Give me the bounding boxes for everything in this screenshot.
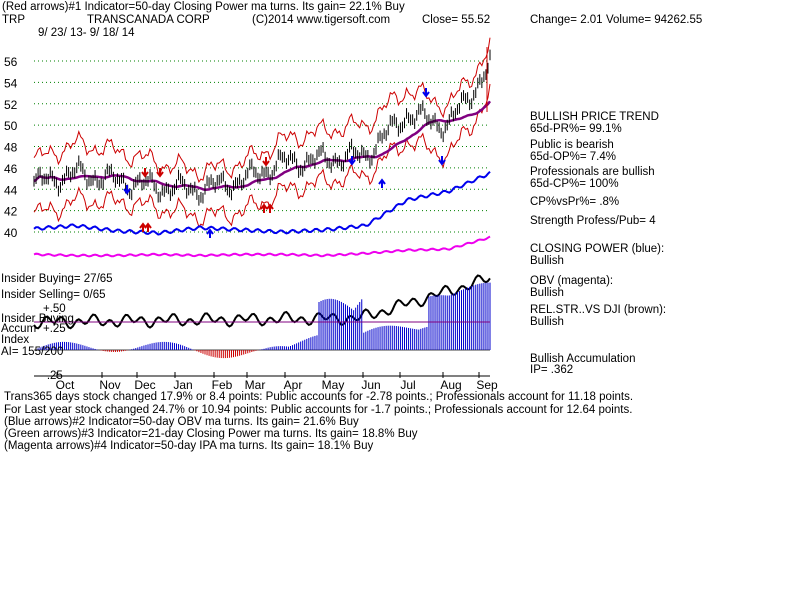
red-up-arrow-2 [144, 222, 152, 232]
obv-line [33, 235, 491, 258]
red-down-arrow-2 [156, 168, 164, 178]
ticker-symbol: TRP [2, 14, 25, 26]
ip-value: IP= .362 [530, 364, 574, 376]
cp-value: 65d-CP%= 100% [530, 178, 619, 190]
month-axis: Oct Nov Dec Jan Feb Mar Apr May Jun Jul Aug Sep [34, 372, 498, 392]
price-tick-50: 50 [4, 119, 18, 133]
ai-label: AI= 155/200 [1, 346, 64, 358]
close-value: Close= 55.52 [422, 14, 491, 26]
change-value: Change= 2.01 [530, 14, 603, 26]
price-tick-46: 46 [4, 162, 18, 176]
accum-plus25-label: +.25 [43, 323, 66, 335]
relstr-line [33, 274, 491, 330]
accumulation-histogram [34, 282, 491, 359]
blue-down-arrow-3 [422, 88, 430, 98]
relstr-value: Bullish [530, 316, 564, 328]
blue-up-arrow-2 [378, 178, 386, 188]
month-label-Oct: Oct [56, 378, 75, 392]
moving-average [33, 100, 492, 192]
month-label-Apr: Apr [284, 378, 303, 392]
accum-plus50-label: +.50 [43, 303, 66, 315]
obv-value: Bullish [530, 287, 564, 299]
public-title: Public is bearish [530, 139, 614, 151]
closing-power-value: Bullish [530, 255, 564, 267]
month-label-Sep: Sep [476, 378, 498, 392]
cpvspr-value: CP%vsPr%= .8% [530, 196, 620, 208]
blue-down-arrow-4 [438, 156, 446, 166]
signal-arrows [123, 47, 488, 238]
price-axis-ticks: 56 54 52 50 48 46 44 42 40 [4, 55, 18, 240]
price-tick-42: 42 [4, 205, 18, 219]
closing-power-title: CLOSING POWER (blue): [530, 243, 665, 255]
accum-minus25-label: -.25 [43, 370, 63, 382]
month-label-Aug: Aug [440, 378, 461, 392]
accum-label: Accum [1, 323, 37, 335]
insider-selling-label: Insider Selling= 0/65 [1, 289, 106, 301]
index-label: Index [1, 334, 30, 346]
relstr-title: REL.STR..VS DJI (brown): [530, 304, 667, 316]
footer-line-4: (Green arrows)#3 Indicator=21-day Closin… [4, 428, 418, 440]
volume-value: Volume= 94262.55 [606, 14, 703, 26]
price-tick-56: 56 [4, 55, 18, 69]
footer-line-5: (Magenta arrows)#4 Indicator=50-day IPA … [4, 440, 374, 452]
footer-line-1: Trans365 days stock changed 17.9% or 8.4… [4, 391, 634, 403]
price-bars [33, 49, 491, 206]
footer-line-2: For Last year stock changed 24.7% or 10.… [4, 404, 633, 416]
month-label-Mar: Mar [245, 378, 266, 392]
red-up-arrow-4 [266, 203, 274, 213]
pros-title: Professionals are bullish [530, 166, 655, 178]
red-down-arrow-1 [141, 168, 149, 178]
insider-buying-label: Insider Buying= 27/65 [1, 273, 113, 285]
indicator-lines [33, 170, 491, 330]
strength-value: Strength Profess/Pub= 4 [530, 215, 656, 227]
month-label-May: May [322, 378, 345, 392]
trend-title: BULLISH PRICE TREND [530, 111, 659, 123]
price-tick-54: 54 [4, 76, 18, 90]
month-label-Feb: Feb [212, 378, 233, 392]
blue-down-arrow-2 [348, 156, 356, 166]
price-tick-40: 40 [4, 226, 18, 240]
accum-title: Bullish Accumulation [530, 353, 636, 365]
blue-down-arrow-1 [123, 185, 131, 195]
price-tick-52: 52 [4, 98, 18, 112]
month-label-Dec: Dec [134, 378, 155, 392]
footer-line-3: (Blue arrows)#2 Indicator=50-day OBV ma … [4, 416, 359, 428]
op-value: 65d-OP%= 7.4% [530, 151, 616, 163]
obv-title: OBV (magenta): [530, 275, 614, 287]
price-tick-48: 48 [4, 141, 18, 155]
company-name: TRANSCANADA CORP [87, 14, 210, 26]
pr-value: 65d-PR%= 99.1% [530, 123, 622, 135]
month-label-Jan: Jan [173, 378, 192, 392]
price-bands [33, 37, 492, 228]
month-label-Jul: Jul [400, 378, 415, 392]
red-down-arrow-3 [262, 157, 270, 167]
upper-band [33, 37, 491, 183]
price-tick-44: 44 [4, 183, 18, 197]
blue-up-arrow-1 [206, 228, 214, 238]
closing-power-line [33, 170, 491, 236]
insider-buying-label-2: Insider Buying [1, 313, 74, 325]
month-label-Nov: Nov [99, 378, 120, 392]
date-range: 9/ 23/ 13- 9/ 18/ 14 [38, 27, 135, 39]
header-indicator-line: (Red arrows)#1 Indicator=50-day Closing … [2, 1, 405, 13]
copyright: (C)2014 www.tigersoft.com [252, 14, 391, 26]
lower-band [33, 83, 491, 228]
red-up-arrow-3 [260, 203, 268, 213]
month-label-Jun: Jun [361, 378, 380, 392]
